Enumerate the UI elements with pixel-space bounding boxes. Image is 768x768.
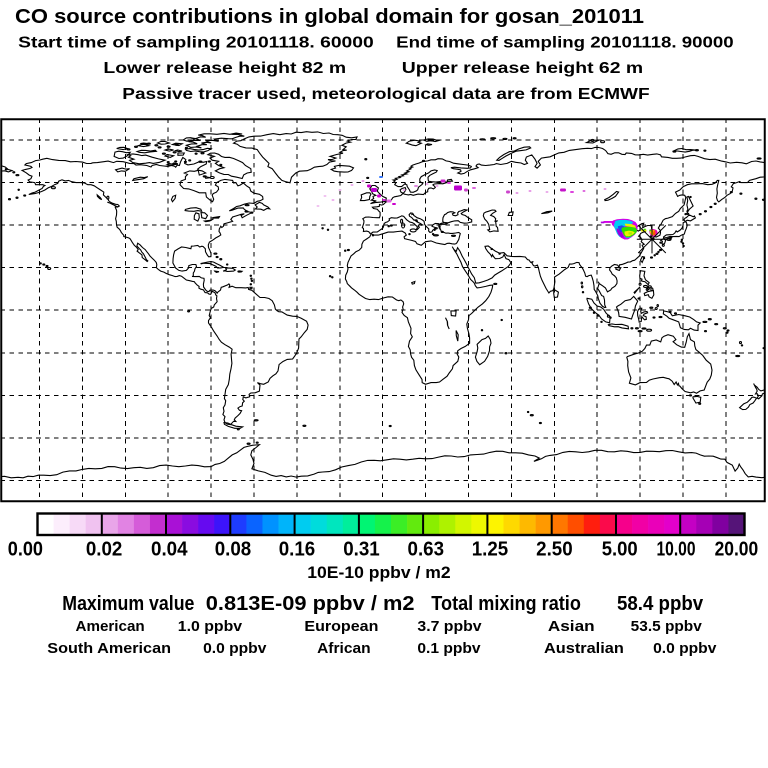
svg-text:0.0 ppbv: 0.0 ppbv — [653, 640, 717, 657]
svg-text:Australian: Australian — [544, 640, 624, 657]
svg-text:European: European — [304, 618, 378, 635]
svg-text:10.00: 10.00 — [657, 539, 696, 561]
svg-text:South American: South American — [47, 640, 171, 657]
svg-text:Upper release height 62 m: Upper release height 62 m — [402, 60, 643, 77]
svg-text:20.00: 20.00 — [715, 539, 759, 561]
svg-text:End time of sampling 20101118.: End time of sampling 20101118. 90000 — [396, 35, 734, 52]
svg-text:Passive tracer used, meteorolo: Passive tracer used, meteorological data… — [122, 86, 650, 103]
svg-text:0.02: 0.02 — [86, 539, 123, 561]
svg-text:58.4 ppbv: 58.4 ppbv — [617, 593, 704, 615]
svg-text:CO source contributions in gl: CO source contributions in global domain… — [15, 6, 644, 28]
svg-text:0.31: 0.31 — [343, 539, 380, 561]
svg-text:0.1 ppbv: 0.1 ppbv — [417, 640, 481, 657]
svg-text:0.0 ppbv: 0.0 ppbv — [203, 640, 267, 657]
svg-text:Lower release height 82 m: Lower release height 82 m — [103, 60, 346, 77]
svg-text:American: American — [76, 618, 145, 635]
svg-text:African: African — [317, 640, 371, 657]
svg-text:53.5 ppbv: 53.5 ppbv — [631, 618, 703, 635]
svg-text:Maximum value: Maximum value — [62, 593, 194, 615]
svg-text:10E-10 ppbv / m2: 10E-10 ppbv / m2 — [307, 564, 450, 582]
svg-text:0.63: 0.63 — [408, 539, 445, 561]
svg-text:1.25: 1.25 — [472, 539, 509, 561]
svg-text:0.00: 0.00 — [8, 539, 43, 561]
svg-text:0.04: 0.04 — [151, 539, 188, 561]
svg-text:0.16: 0.16 — [279, 539, 316, 561]
svg-text:0.813E-09 ppbv / m2: 0.813E-09 ppbv / m2 — [206, 593, 415, 615]
svg-text:Asian: Asian — [548, 618, 595, 635]
svg-text:3.7 ppbv: 3.7 ppbv — [417, 618, 482, 635]
svg-text:2.50: 2.50 — [536, 539, 573, 561]
svg-text:0.08: 0.08 — [215, 539, 252, 561]
svg-text:5.00: 5.00 — [602, 539, 638, 561]
svg-text:Start time of sampling 2010111: Start time of sampling 20101118. 60000 — [18, 35, 374, 52]
svg-text:Total mixing ratio: Total mixing ratio — [431, 593, 581, 615]
svg-text:1.0 ppbv: 1.0 ppbv — [178, 618, 243, 635]
